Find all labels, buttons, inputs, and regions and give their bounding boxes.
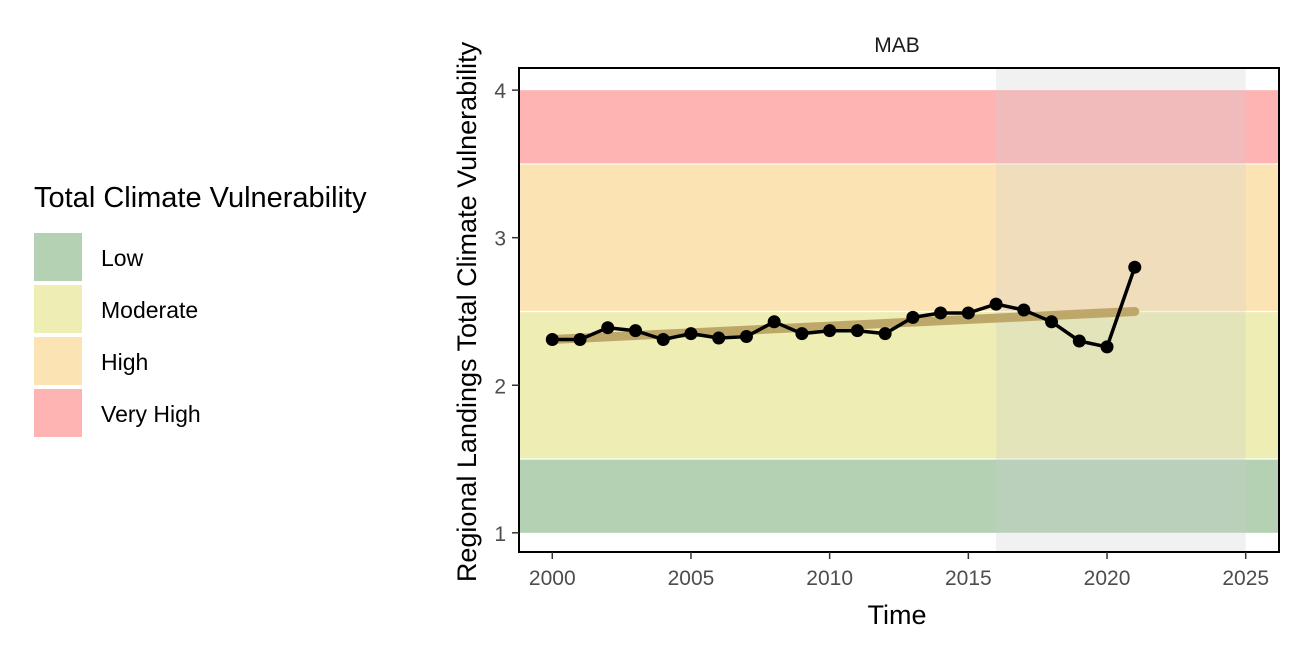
data-point xyxy=(934,306,948,320)
legend-label: High xyxy=(101,349,149,375)
data-point xyxy=(601,321,615,335)
legend-label: Low xyxy=(101,245,144,271)
y-tick-label: 4 xyxy=(494,80,506,103)
y-tick-label: 1 xyxy=(494,523,506,546)
x-tick-label: 2010 xyxy=(806,567,853,590)
data-point xyxy=(1100,340,1114,354)
data-point xyxy=(684,327,698,341)
legend-swatch xyxy=(34,233,82,281)
x-tick-label: 2020 xyxy=(1084,567,1131,590)
legend: Total Climate Vulnerability Low Moderate H… xyxy=(34,182,367,437)
legend-item: Low xyxy=(34,233,334,285)
legend-item: Moderate xyxy=(34,285,334,337)
data-point xyxy=(628,324,642,338)
y-tick-label: 2 xyxy=(494,375,506,398)
y-axis: 1 2 3 4 xyxy=(494,80,519,546)
legend-label: Moderate xyxy=(101,297,199,323)
x-tick-label: 2000 xyxy=(529,567,576,590)
legend-label: Very High xyxy=(101,401,201,427)
data-point xyxy=(712,331,726,345)
data-point xyxy=(545,333,559,347)
legend-item: High xyxy=(34,337,334,389)
data-point xyxy=(767,315,781,329)
x-axis: 2000 2005 2010 2015 2020 2025 xyxy=(529,552,1269,590)
y-tick-label: 3 xyxy=(494,228,506,251)
data-point xyxy=(1017,303,1031,317)
data-point xyxy=(823,324,837,338)
data-series xyxy=(545,260,1142,354)
data-point xyxy=(878,327,892,341)
x-tick-label: 2005 xyxy=(668,567,715,590)
data-point xyxy=(989,297,1003,311)
legend-swatch xyxy=(34,285,82,333)
data-point xyxy=(1072,334,1086,348)
x-tick-label: 2025 xyxy=(1222,567,1269,590)
y-axis-label: Regional Landings Total Climate Vulnerab… xyxy=(452,41,482,582)
data-point xyxy=(906,310,920,324)
data-point xyxy=(656,333,670,347)
legend-swatch xyxy=(34,337,82,385)
data-point xyxy=(573,333,587,347)
legend-title: Total Climate Vulnerability xyxy=(34,182,367,214)
data-point xyxy=(1128,260,1142,274)
legend-swatch xyxy=(34,389,82,437)
legend-item: Very High xyxy=(34,389,334,441)
series-line xyxy=(552,266,1137,349)
x-axis-label: Time xyxy=(868,600,927,630)
panel-border xyxy=(518,67,1280,553)
data-point xyxy=(1045,315,1059,329)
chart-title: MAB xyxy=(874,34,920,57)
data-point xyxy=(850,324,864,338)
data-point xyxy=(795,327,809,341)
data-point xyxy=(739,330,753,344)
x-tick-label: 2015 xyxy=(945,567,992,590)
band-low xyxy=(519,459,1279,533)
band-very-high xyxy=(519,90,1279,164)
data-point xyxy=(961,306,975,320)
band-high xyxy=(519,163,1279,312)
